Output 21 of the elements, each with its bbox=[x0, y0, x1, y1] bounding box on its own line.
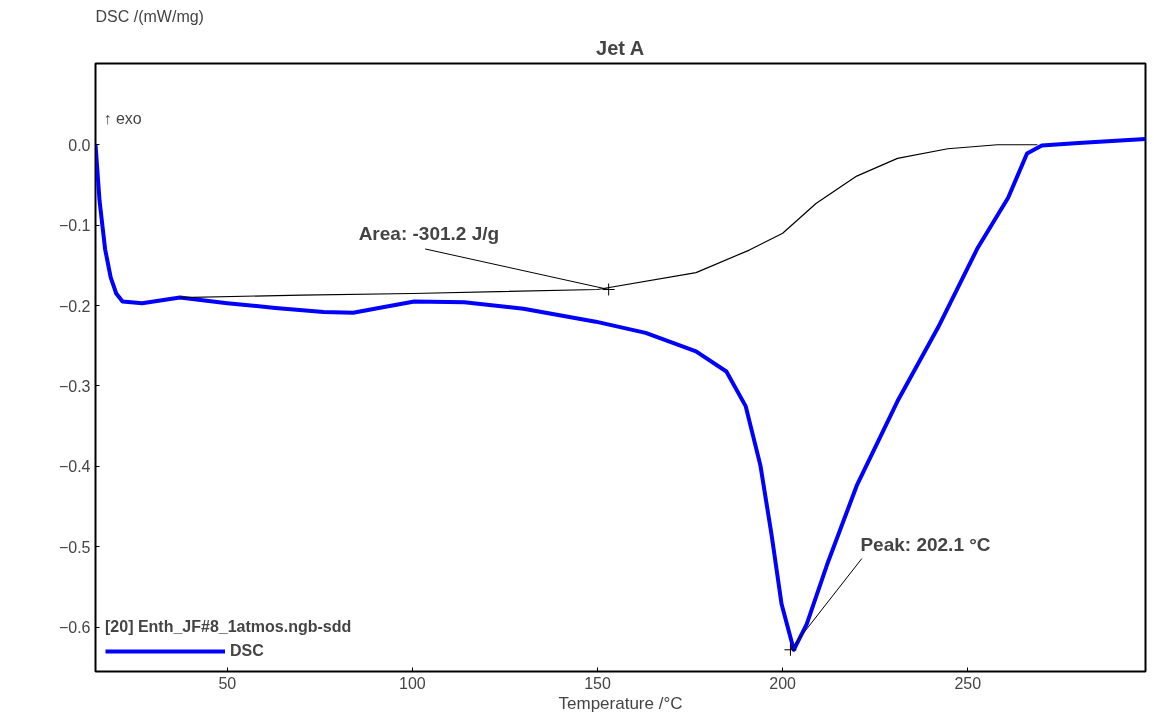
annotation: Area: -301.2 J/g bbox=[358, 223, 500, 245]
y-axis-title: DSC /(mW/mg) bbox=[95, 7, 204, 25]
x-tick-label: 50 bbox=[218, 674, 237, 692]
annotation: ↑ exo bbox=[103, 109, 142, 127]
x-axis-title: Temperature /°C bbox=[558, 693, 683, 713]
line-series bbox=[179, 144, 1038, 299]
annotation: Peak: 202.1 °C bbox=[860, 533, 991, 555]
legend-title: [20] Enth_JF#8_1atmos.ngb-sdd bbox=[105, 618, 352, 636]
y-tick-label: −0.2 bbox=[58, 297, 91, 315]
y-tick-label: −0.3 bbox=[58, 378, 91, 395]
chart-title: Jet A bbox=[596, 36, 645, 59]
x-tick-label: 100 bbox=[399, 674, 426, 692]
y-tick-label: −0.5 bbox=[58, 538, 91, 556]
y-tick-label: −0.4 bbox=[58, 458, 91, 476]
x-tick-label: 150 bbox=[584, 674, 611, 692]
y-tick-label: 0.0 bbox=[68, 136, 91, 154]
y-tick-label: −0.6 bbox=[58, 619, 91, 637]
y-tick-label: −0.1 bbox=[58, 217, 91, 235]
x-tick-label: 200 bbox=[769, 674, 797, 692]
text: DSC bbox=[230, 642, 264, 660]
x-tick-label: 250 bbox=[954, 674, 982, 692]
